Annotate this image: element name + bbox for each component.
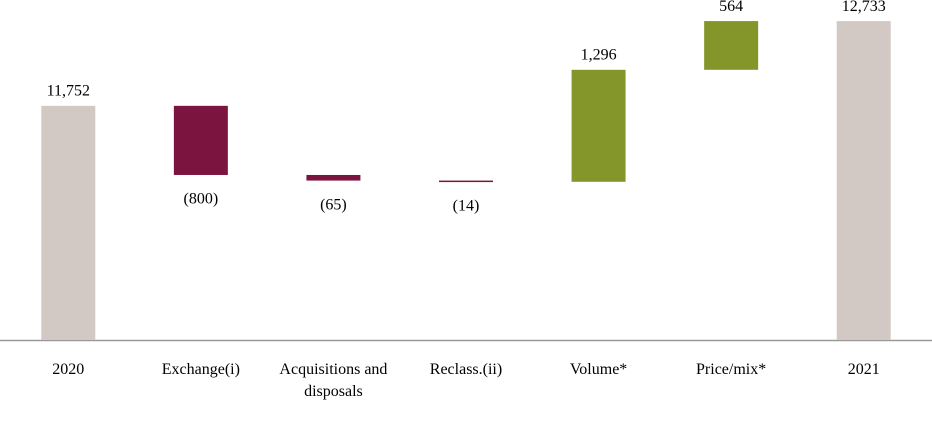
bar [836,21,891,341]
bar [704,21,759,70]
value-label: 564 [719,0,743,15]
bar [439,180,493,183]
bar [306,174,361,181]
value-label: (65) [320,196,347,213]
value-label: 11,752 [47,83,90,100]
category-label: Reclass.(ii) [429,361,503,378]
category-label: Acquisitions and disposals [279,361,388,400]
value-label: 1,296 [581,46,617,63]
category-label: Exchange(i) [161,361,240,378]
value-label: 12,733 [842,0,886,15]
category-label: 2020 [52,361,85,378]
value-label: (800) [184,191,219,208]
category-label: Price/mix* [696,361,767,378]
value-label: (14) [453,197,480,214]
bar [41,105,96,341]
bar [173,105,228,175]
category-label: Volume* [569,361,628,378]
category-label: 2021 [847,361,880,378]
bar [571,69,626,182]
